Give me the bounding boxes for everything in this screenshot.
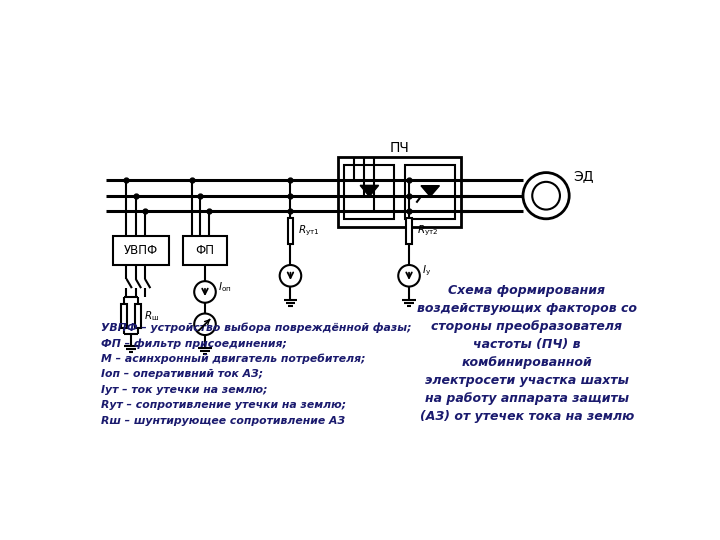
Polygon shape bbox=[360, 185, 379, 197]
Text: Iут – ток утечки на землю;: Iут – ток утечки на землю; bbox=[101, 384, 268, 395]
Text: УВПФ: УВПФ bbox=[124, 244, 158, 257]
Bar bbox=[113, 236, 168, 265]
Circle shape bbox=[523, 173, 570, 219]
Bar bbox=[405, 165, 455, 219]
Text: ФП: ФП bbox=[196, 244, 215, 257]
Text: $R_{\rm ут1}$: $R_{\rm ут1}$ bbox=[298, 224, 320, 238]
Bar bbox=[135, 304, 140, 328]
Text: Rут – сопротивление утечки на землю;: Rут – сопротивление утечки на землю; bbox=[101, 400, 346, 410]
Text: УВПФ – устройство выбора повреждённой фазы;: УВПФ – устройство выбора повреждённой фа… bbox=[101, 323, 412, 333]
Circle shape bbox=[194, 281, 216, 303]
Text: $R_{\rm ш}$: $R_{\rm ш}$ bbox=[144, 309, 159, 323]
Text: $R_{\rm ут2}$: $R_{\rm ут2}$ bbox=[417, 224, 438, 238]
Text: М – асинхронный двигатель потребителя;: М – асинхронный двигатель потребителя; bbox=[101, 354, 366, 364]
Text: Схема формирования
воздействующих факторов со
стороны преобразователя
частоты (П: Схема формирования воздействующих фактор… bbox=[417, 284, 637, 423]
Text: ПЧ: ПЧ bbox=[390, 141, 410, 155]
Text: $I_{\rm оп}$: $I_{\rm оп}$ bbox=[218, 280, 232, 294]
Text: Iоп – оперативний ток АЗ;: Iоп – оперативний ток АЗ; bbox=[101, 369, 264, 380]
Text: Rш – шунтирующее сопротивление АЗ: Rш – шунтирующее сопротивление АЗ bbox=[101, 416, 345, 426]
Bar bbox=[406, 218, 412, 244]
Circle shape bbox=[532, 182, 560, 210]
Text: ЭД: ЭД bbox=[573, 170, 593, 184]
Polygon shape bbox=[421, 186, 439, 197]
Circle shape bbox=[279, 265, 301, 287]
Bar bbox=[338, 157, 462, 226]
Bar bbox=[344, 165, 395, 219]
Bar bbox=[288, 218, 293, 244]
Bar bbox=[183, 236, 228, 265]
Text: ФП – фильтр присоединения;: ФП – фильтр присоединения; bbox=[101, 338, 287, 349]
Text: $I_{\rm у}$: $I_{\rm у}$ bbox=[422, 264, 431, 278]
Circle shape bbox=[398, 265, 420, 287]
Bar bbox=[122, 304, 127, 328]
Circle shape bbox=[194, 314, 216, 335]
